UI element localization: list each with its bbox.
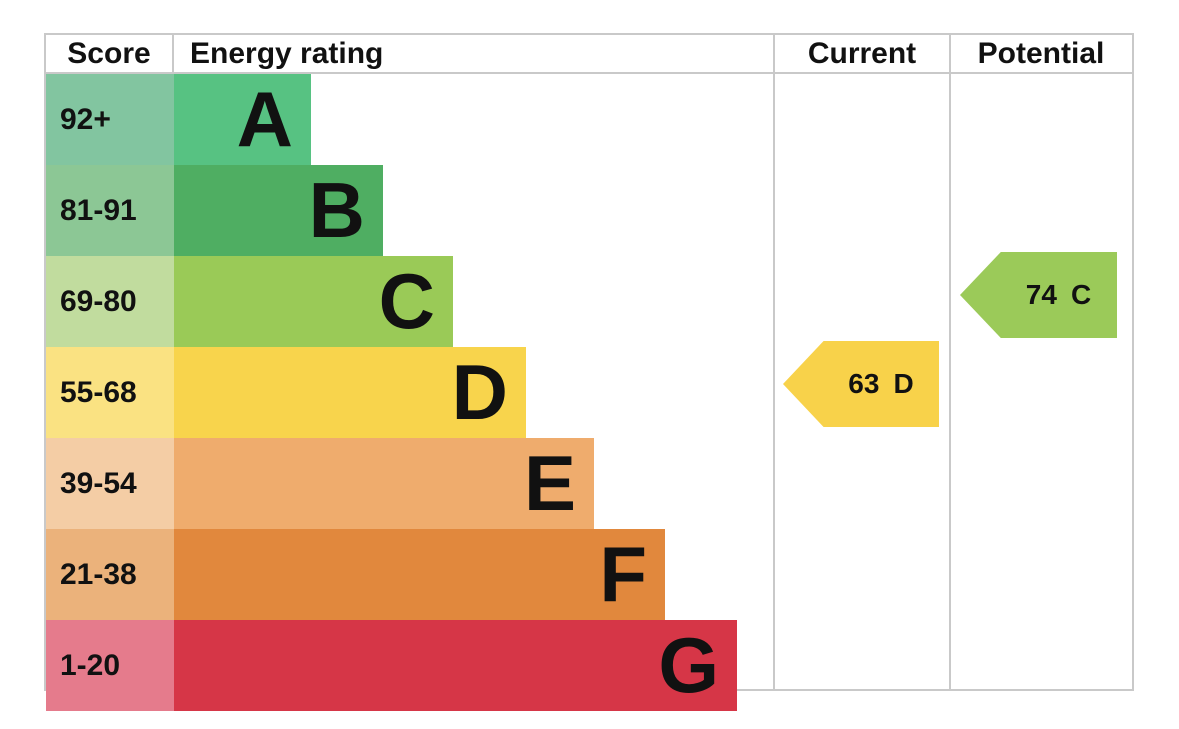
band-row-c: 69-80 C: [46, 256, 1132, 347]
band-rows: 92+ A 81-91 B 69-80 C 55-68 D 39-54 E 21…: [46, 74, 1132, 711]
score-label-a: 92+: [46, 74, 174, 165]
band-bar-d: D: [174, 347, 526, 438]
band-row-a: 92+ A: [46, 74, 1132, 165]
current-rating-letter: D: [893, 368, 914, 399]
band-row-e: 39-54 E: [46, 438, 1132, 529]
score-label-g: 1-20: [46, 620, 174, 711]
band-row-b: 81-91 B: [46, 165, 1132, 256]
potential-rating-letter: C: [1070, 279, 1092, 310]
score-label-b: 81-91: [46, 165, 174, 256]
energy-rating-column-header: Energy rating: [190, 36, 384, 70]
band-bar-b: B: [174, 165, 383, 256]
potential-column-header: Potential: [977, 36, 1105, 70]
score-label-e: 39-54: [46, 438, 174, 529]
band-bar-e: E: [174, 438, 594, 529]
band-bar-a: A: [174, 74, 311, 165]
epc-energy-rating-chart: Score Energy rating Current Potential 92…: [44, 33, 1134, 711]
band-row-g: 1-20 G: [46, 620, 1132, 711]
current-column-header: Current: [807, 36, 917, 70]
potential-column-divider: [949, 35, 951, 689]
band-bar-f: F: [174, 529, 665, 620]
score-label-f: 21-38: [46, 529, 174, 620]
score-label-d: 55-68: [46, 347, 174, 438]
band-bar-g: G: [174, 620, 737, 711]
band-row-d: 55-68 D: [46, 347, 1132, 438]
potential-rating-value: 74: [1025, 279, 1057, 310]
band-bar-c: C: [174, 256, 453, 347]
score-column-header: Score: [46, 35, 174, 72]
band-row-f: 21-38 F: [46, 529, 1132, 620]
score-label-c: 69-80: [46, 256, 174, 347]
current-column-divider: [773, 35, 775, 689]
header-row: Score Energy rating Current Potential: [46, 35, 1132, 74]
current-rating-value: 63: [848, 368, 880, 399]
